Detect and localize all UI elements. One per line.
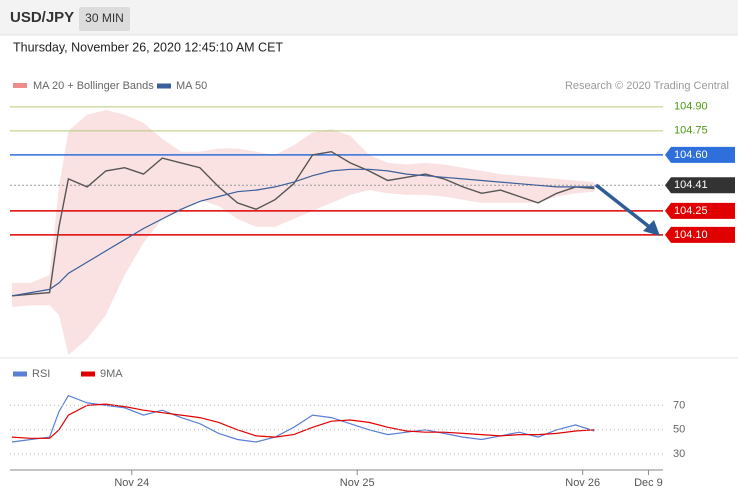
y-tick-label: 50 — [673, 424, 685, 436]
legend-label: 9MA — [100, 368, 123, 380]
datetime: Thursday, November 26, 2020 12:45:10 AM … — [13, 40, 283, 54]
series-line — [11, 403, 595, 439]
x-tick-label: Nov 26 — [565, 477, 600, 489]
level-label: 104.41 — [674, 179, 708, 191]
bollinger-band — [12, 110, 595, 355]
y-tick-label: 30 — [673, 448, 685, 460]
level-label: 104.90 — [674, 101, 708, 113]
legend-label: MA 50 — [176, 80, 207, 92]
interval-button[interactable] — [79, 7, 130, 31]
forecast-arrow — [594, 183, 660, 236]
credit: Research © 2020 Trading Central — [565, 80, 729, 92]
legend-swatch — [13, 83, 27, 88]
arrow-head — [643, 220, 660, 236]
symbol: USD/JPY — [10, 9, 74, 26]
level-box — [665, 177, 735, 194]
interval-label[interactable]: 30 MIN — [85, 11, 124, 25]
series-line — [11, 394, 595, 443]
x-tick-label: Nov 24 — [114, 477, 149, 489]
level-box — [665, 146, 735, 163]
x-tick-label: Nov 25 — [340, 477, 375, 489]
level-label: 104.60 — [674, 149, 708, 161]
series-line — [11, 168, 595, 297]
legend-swatch — [81, 371, 95, 377]
legend-label: MA 20 + Bollinger Bands — [33, 80, 154, 92]
x-tick-label: Dec 9 — [634, 477, 663, 489]
legend-swatch — [157, 83, 171, 89]
level-label: 104.25 — [674, 205, 708, 217]
y-tick-label: 70 — [673, 399, 685, 411]
level-box — [665, 202, 735, 219]
level-label: 104.75 — [674, 125, 708, 137]
legend-label: RSI — [32, 368, 50, 380]
series-line — [11, 150, 595, 297]
legend-swatch — [13, 371, 27, 377]
level-label: 104.10 — [674, 229, 708, 241]
level-box — [665, 226, 735, 243]
arrow-shaft — [594, 183, 654, 231]
